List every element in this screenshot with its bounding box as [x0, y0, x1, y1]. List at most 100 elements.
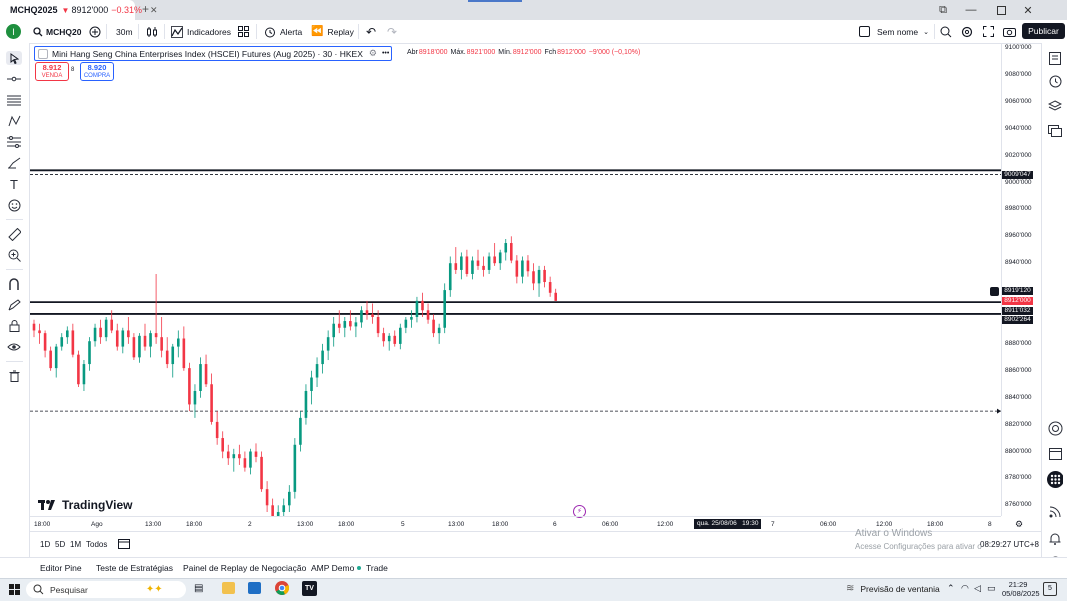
new-tab-button[interactable]: +	[142, 2, 150, 16]
target-icon[interactable]	[1047, 420, 1063, 436]
maximize-button[interactable]	[990, 2, 1012, 18]
settings-icon[interactable]: ⚙	[368, 48, 377, 58]
candle-body	[360, 310, 363, 323]
candle-body	[510, 243, 513, 261]
settings-gear-icon[interactable]	[961, 24, 973, 39]
taskbar-search[interactable]: Pesquisar ✦✦	[26, 581, 186, 598]
weather-widget[interactable]: ≋ Previsão de ventania	[846, 583, 940, 594]
candle-body	[454, 263, 458, 270]
text-icon[interactable]: T	[10, 176, 18, 192]
trash-icon[interactable]	[6, 369, 22, 383]
quick-search-icon[interactable]	[940, 24, 952, 39]
emoji-icon[interactable]	[6, 198, 22, 212]
publish-button[interactable]: Publicar	[1022, 23, 1065, 39]
tray-chevron-up-icon[interactable]: ⌃	[947, 583, 955, 593]
time-scale[interactable]: 18:00 Ago 13:00 18:00 2 13:00 18:00 5 13:00 18:00…	[30, 516, 1001, 531]
candle-body	[426, 310, 430, 320]
sell-button[interactable]: 8.912 VENDA	[35, 62, 69, 81]
alert-button[interactable]: Alerta	[264, 24, 302, 39]
range-1d-button[interactable]: 1D	[40, 540, 51, 549]
network-wifi-icon[interactable]: ◠	[961, 583, 969, 593]
alerts-clock-icon[interactable]	[1047, 73, 1063, 89]
tab-pine-editor[interactable]: Editor Pine	[40, 563, 82, 573]
layout-name-button[interactable]: Sem nome ⌄	[859, 24, 929, 39]
lock-drawing-pencil-icon[interactable]	[6, 298, 22, 312]
tab-search-icon[interactable]: ⧉	[939, 3, 947, 16]
tab-trade[interactable]: Trade	[366, 563, 388, 573]
volume-icon[interactable]: ◁	[974, 583, 981, 593]
chrome-icon[interactable]	[275, 581, 290, 597]
scale-settings-gear-icon[interactable]: ⚙	[1015, 519, 1024, 529]
calendar-events-icon[interactable]	[1047, 445, 1063, 461]
candle-body	[115, 330, 119, 347]
candle-body	[104, 319, 108, 338]
brush-icon[interactable]	[6, 156, 22, 170]
candle-body	[387, 335, 391, 342]
fullscreen-icon[interactable]	[983, 24, 994, 39]
tradingview-app-icon[interactable]: TV	[302, 581, 317, 596]
clock-readout[interactable]: 08:29:27 UTC+8	[980, 540, 1039, 549]
chart-legend[interactable]: Mini Hang Seng China Enterprises Index (…	[34, 46, 392, 61]
store-icon[interactable]	[248, 582, 261, 594]
candle-body	[448, 263, 452, 291]
buy-button[interactable]: 8.920 COMPRA	[80, 62, 114, 81]
tab-amp-demo[interactable]: AMP Demo	[311, 563, 362, 573]
user-avatar[interactable]: I	[6, 24, 21, 39]
apps-grid-icon[interactable]	[1047, 470, 1063, 488]
lightning-event-icon[interactable]: ⚡	[573, 505, 586, 518]
file-explorer-icon[interactable]	[222, 582, 235, 594]
price-scale-label: 9040'000	[1005, 124, 1032, 132]
tab-close-icon[interactable]: ✕	[150, 4, 158, 15]
chart-toolbar: I MCHQ20 30m Indicadores Alerta ⏪ Replay…	[0, 20, 1067, 44]
price-scale[interactable]: 9100'000 9080'000 9060'000 9040'000 9020'000…	[990, 43, 1042, 516]
range-5d-button[interactable]: 5D	[55, 540, 66, 549]
tab-strategy-tester[interactable]: Teste de Estratégias	[96, 563, 174, 573]
templates-button[interactable]	[238, 24, 249, 39]
candle-body	[371, 314, 374, 317]
candle-body	[471, 260, 474, 274]
redo-icon[interactable]: ↷	[387, 24, 398, 39]
cursor-icon[interactable]	[6, 51, 22, 65]
zoom-in-icon[interactable]	[6, 248, 22, 262]
price-tag-menu-icon[interactable]	[990, 287, 999, 296]
interval-button[interactable]: 30m	[116, 26, 133, 37]
watchlist-icon[interactable]	[1047, 50, 1063, 66]
more-icon[interactable]: •••	[381, 50, 390, 57]
camera-icon[interactable]	[1003, 24, 1016, 39]
task-view-icon[interactable]: ▤	[194, 583, 204, 594]
indicators-button[interactable]: Indicadores	[171, 24, 231, 39]
lock-icon[interactable]	[6, 319, 22, 333]
range-1m-button[interactable]: 1M	[70, 540, 82, 549]
notification-center-icon[interactable]: 5	[1043, 582, 1057, 596]
compare-button[interactable]	[89, 24, 101, 39]
ruler-icon[interactable]	[6, 227, 22, 241]
eye-icon[interactable]	[6, 340, 22, 354]
stream-icon[interactable]	[1047, 503, 1063, 519]
notifications-bell-icon[interactable]	[1047, 530, 1063, 546]
layers-icon[interactable]	[1047, 98, 1063, 114]
price-chart[interactable]	[30, 43, 1001, 516]
legend-title: Mini Hang Seng China Enterprises Index (…	[52, 48, 363, 59]
pattern-icon[interactable]	[6, 114, 22, 128]
undo-icon[interactable]: ↶	[366, 24, 377, 39]
fib-retracement-icon[interactable]	[6, 93, 22, 107]
chat-icon[interactable]	[1047, 123, 1063, 139]
candle-body	[399, 327, 402, 344]
tab-replay-panel[interactable]: Painel de Replay de Negociação	[183, 563, 307, 573]
close-window-button[interactable]: ✕	[1023, 4, 1033, 17]
symbol-search[interactable]: MCHQ20	[33, 24, 81, 39]
taskbar-clock[interactable]: 21:29 05/08/2025	[1002, 580, 1040, 598]
replay-button[interactable]: ⏪ Replay	[311, 26, 354, 37]
projection-icon[interactable]	[6, 135, 22, 149]
range-all-button[interactable]: Todos	[86, 540, 108, 549]
minimize-button[interactable]: —	[965, 4, 977, 16]
magnet-icon[interactable]	[6, 277, 22, 291]
tab-change: −0.31%	[111, 5, 142, 15]
calendar-icon[interactable]	[118, 538, 130, 551]
battery-icon[interactable]: ▭	[987, 583, 996, 593]
chart-type-button[interactable]	[146, 24, 158, 39]
tab-down-arrow-icon: ▼	[61, 5, 70, 15]
trend-line-icon[interactable]	[6, 72, 22, 86]
windows-start-icon[interactable]	[9, 584, 20, 597]
browser-tab[interactable]: MCHQ2025 ▼ 8912'000 −0.31% ✕	[0, 0, 158, 20]
